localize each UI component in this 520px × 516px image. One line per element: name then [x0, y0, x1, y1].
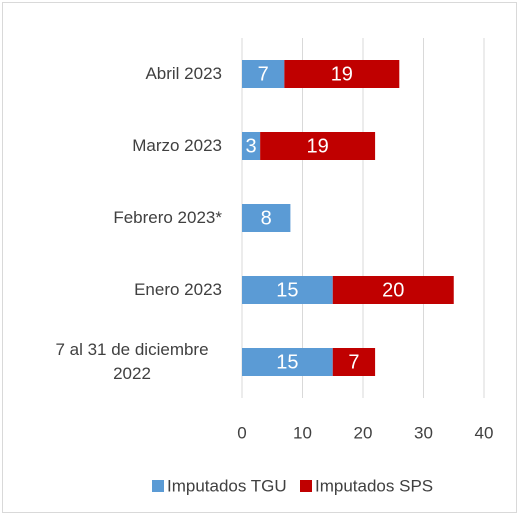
bar-segment [242, 132, 261, 160]
data-label: 3 [246, 135, 257, 157]
data-label: 7 [348, 351, 359, 373]
data-label: 7 [258, 63, 269, 85]
data-label: 15 [276, 279, 298, 301]
bar-segment [242, 204, 291, 232]
legend-swatch [300, 480, 312, 492]
category-label: Enero 2023 [134, 280, 222, 299]
data-label: 20 [382, 279, 404, 301]
x-tick-label: 40 [475, 423, 494, 442]
x-tick-label: 0 [237, 423, 246, 442]
x-tick-label: 10 [293, 423, 312, 442]
data-label: 19 [331, 63, 353, 85]
bar-segment [242, 276, 333, 304]
bar-segment [332, 348, 376, 376]
category-label: Febrero 2023* [113, 208, 222, 227]
legend-swatch [152, 480, 164, 492]
bar-segment [242, 60, 285, 88]
data-label: 15 [276, 351, 298, 373]
x-tick-label: 20 [354, 423, 373, 442]
bar-segment [260, 132, 376, 160]
data-label: 19 [307, 135, 329, 157]
data-label: 8 [261, 207, 272, 229]
legend-label: Imputados TGU [167, 476, 287, 495]
category-label: Marzo 2023 [132, 136, 222, 155]
x-tick-label: 30 [414, 423, 433, 442]
bar-segment [332, 276, 454, 304]
bar-segment [242, 348, 333, 376]
legend-label: Imputados SPS [315, 476, 433, 495]
bar-segment [284, 60, 400, 88]
category-label: 7 al 31 de diciembre 2022 [55, 340, 209, 383]
category-label: Abril 2023 [145, 64, 222, 83]
